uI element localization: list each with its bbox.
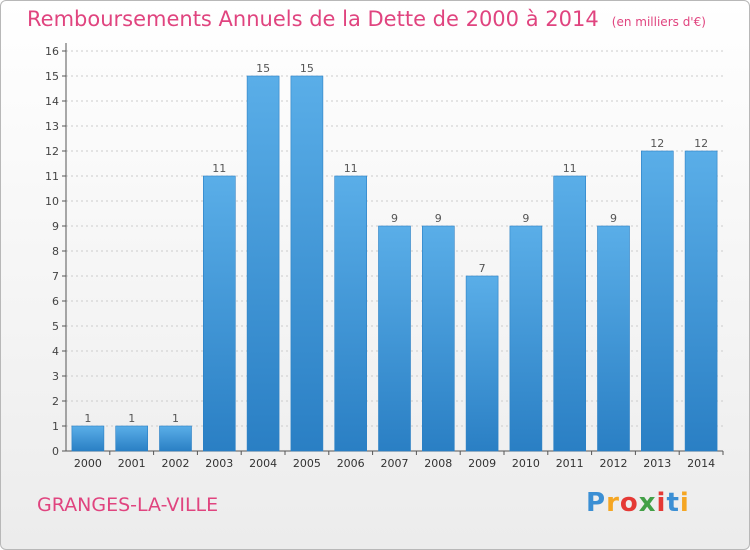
y-tick-label: 13 — [45, 120, 59, 133]
logo-letter: o — [619, 488, 639, 518]
logo-letter: P — [586, 488, 607, 518]
y-tick-label: 7 — [52, 270, 59, 283]
commune-name: GRANGES-LA-VILLE — [37, 494, 219, 516]
y-tick-label: 11 — [45, 170, 59, 183]
y-tick-label: 10 — [45, 195, 59, 208]
data-label: 7 — [479, 262, 486, 275]
bar — [597, 225, 630, 452]
data-label: 11 — [563, 162, 577, 175]
y-tick-label: 15 — [45, 70, 59, 83]
logo-letter: r — [606, 488, 620, 518]
bar — [509, 225, 543, 452]
bar — [640, 150, 674, 452]
x-tick-label: 2011 — [556, 457, 584, 470]
x-tick-label: 2009 — [468, 457, 496, 470]
x-tick-label: 2001 — [118, 457, 146, 470]
logo-letter: i — [679, 488, 690, 518]
y-tick-label: 2 — [52, 395, 59, 408]
bars — [71, 75, 718, 452]
bar — [246, 75, 280, 452]
chart-title-block: Remboursements Annuels de la Dette de 20… — [27, 7, 706, 31]
x-tick-label: 2014 — [687, 457, 715, 470]
data-label: 9 — [435, 212, 442, 225]
bar — [203, 175, 236, 452]
x-tick-label: 2005 — [293, 457, 321, 470]
data-label: 15 — [256, 62, 270, 75]
data-label: 11 — [344, 162, 358, 175]
y-tick-label: 1 — [52, 420, 59, 433]
data-label: 12 — [694, 137, 708, 150]
chart-title: Remboursements Annuels de la Dette de 20… — [27, 7, 599, 31]
bar — [465, 275, 499, 452]
data-label: 15 — [300, 62, 314, 75]
bar — [553, 175, 587, 452]
logo-letter: x — [638, 488, 657, 518]
bar — [290, 75, 324, 452]
x-tick-label: 2012 — [600, 457, 628, 470]
data-label: 1 — [172, 412, 179, 425]
y-tick-label: 8 — [52, 245, 59, 258]
y-tick-label: 12 — [45, 145, 59, 158]
bar — [684, 150, 718, 452]
x-tick-label: 2004 — [249, 457, 277, 470]
x-tick-label: 2000 — [74, 457, 102, 470]
data-label: 1 — [84, 412, 91, 425]
y-tick-label: 6 — [52, 295, 59, 308]
x-tick-label: 2008 — [424, 457, 452, 470]
bar — [115, 425, 148, 452]
bar — [334, 175, 368, 452]
bar — [71, 425, 105, 452]
x-tick-label: 2003 — [205, 457, 233, 470]
data-label: 9 — [610, 212, 617, 225]
y-tick-label: 16 — [45, 45, 59, 58]
y-tick-label: 14 — [45, 95, 59, 108]
proxiti-logo: Proxiti — [586, 488, 690, 518]
chart-unit: (en milliers d'€) — [611, 15, 706, 29]
y-tick-label: 9 — [52, 220, 59, 233]
data-label: 9 — [522, 212, 529, 225]
x-tick-label: 2010 — [512, 457, 540, 470]
data-label: 9 — [391, 212, 398, 225]
data-label: 12 — [650, 137, 664, 150]
logo-letter: t — [666, 488, 680, 518]
y-tick-label: 4 — [52, 345, 59, 358]
bar — [421, 225, 455, 452]
x-tick-label: 2002 — [162, 457, 190, 470]
x-tick-label: 2013 — [643, 457, 671, 470]
logo-letter: i — [656, 488, 667, 518]
y-tick-label: 5 — [52, 320, 59, 333]
bar — [159, 425, 192, 452]
bar — [378, 225, 411, 452]
x-tick-label: 2007 — [381, 457, 409, 470]
y-tick-label: 3 — [52, 370, 59, 383]
x-tick-label: 2006 — [337, 457, 365, 470]
data-label: 1 — [128, 412, 135, 425]
y-tick-label: 0 — [52, 445, 59, 458]
data-label: 11 — [212, 162, 226, 175]
